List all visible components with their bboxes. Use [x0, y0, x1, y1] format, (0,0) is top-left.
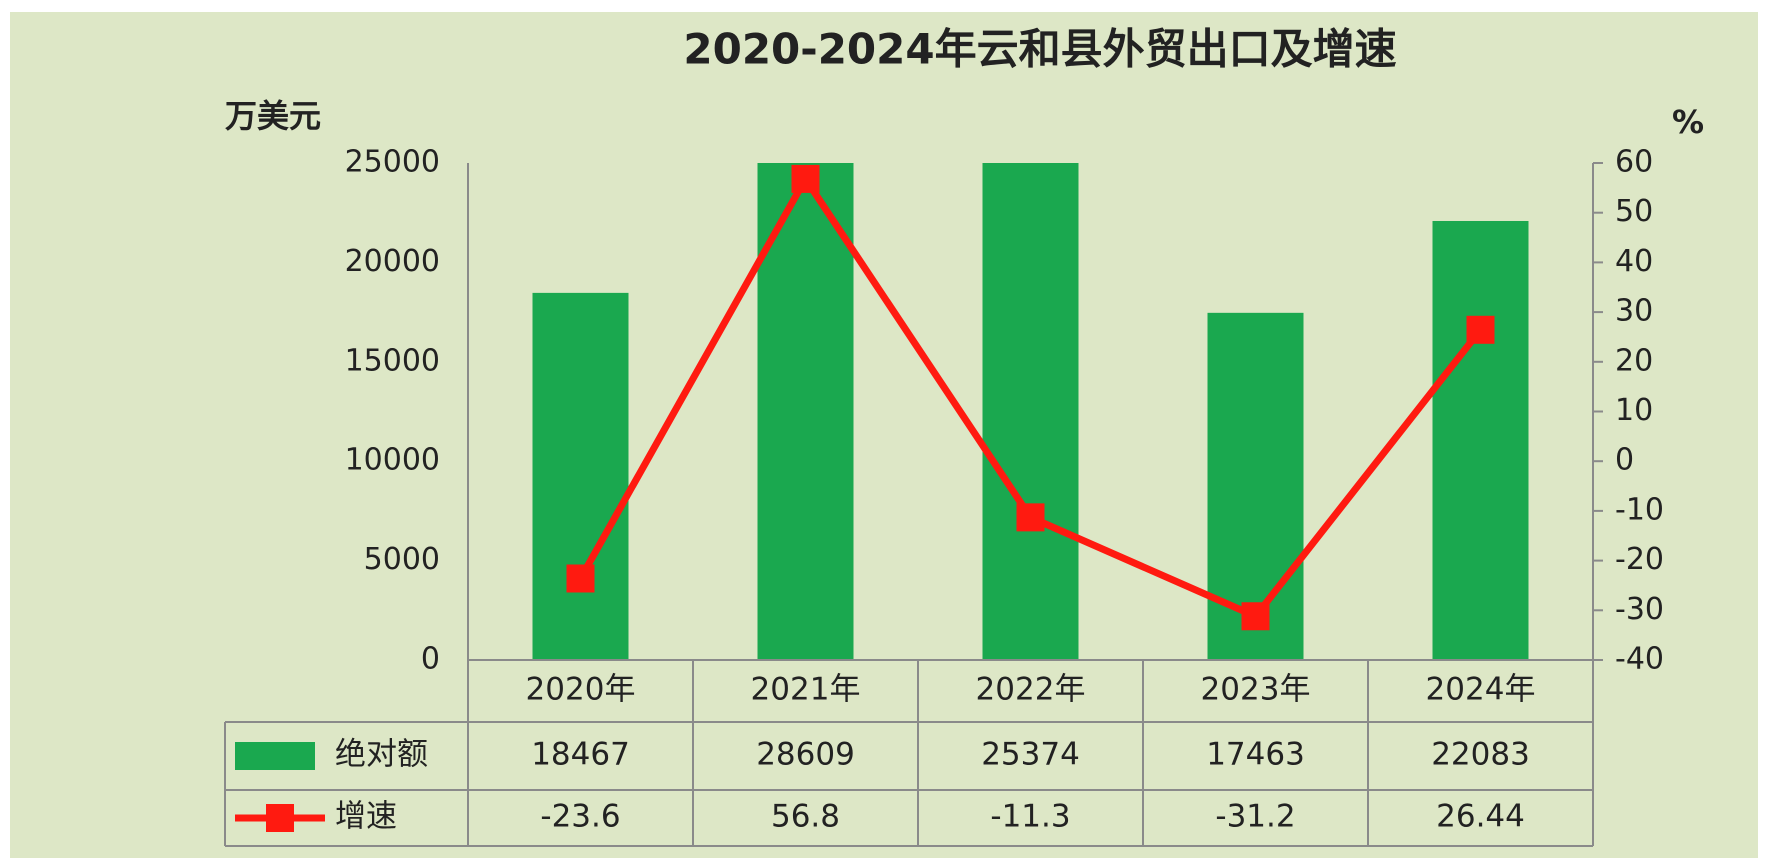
- legend-swatch: [235, 742, 315, 770]
- y-axis-label: 万美元: [225, 97, 321, 135]
- y-tick-label: 20000: [345, 244, 440, 279]
- y2-axis-label: %: [1672, 103, 1704, 141]
- bar: [757, 163, 854, 660]
- table-value: -23.6: [540, 799, 620, 835]
- y2-tick-label: 0: [1615, 443, 1634, 478]
- bar: [982, 163, 1079, 660]
- bar: [532, 292, 629, 660]
- x-tick-label: 2024年: [1426, 672, 1536, 708]
- legend-label: 绝对额: [335, 737, 428, 773]
- y2-tick-label: -30: [1615, 592, 1664, 627]
- table-value: -11.3: [990, 799, 1070, 835]
- legend-label: 增速: [335, 799, 397, 835]
- line-marker: [791, 164, 820, 193]
- y-tick-label: 0: [421, 642, 440, 677]
- x-tick-label: 2022年: [976, 672, 1086, 708]
- line-marker: [1241, 602, 1270, 631]
- line-marker: [566, 564, 595, 593]
- table-value: 22083: [1431, 737, 1530, 773]
- table-value: -31.2: [1215, 799, 1295, 835]
- table-value: 28609: [756, 737, 855, 773]
- line-marker: [1466, 315, 1495, 344]
- line-marker: [1016, 503, 1045, 532]
- table-value: 25374: [981, 737, 1080, 773]
- y2-tick-label: 40: [1615, 244, 1653, 279]
- bar: [1432, 220, 1529, 660]
- y-tick-label: 10000: [345, 443, 440, 478]
- table-value: 17463: [1206, 737, 1305, 773]
- y2-tick-label: -20: [1615, 542, 1664, 577]
- table-value: 56.8: [771, 799, 840, 835]
- x-tick-label: 2020年: [526, 672, 636, 708]
- y2-tick-label: 20: [1615, 343, 1653, 378]
- y-tick-label: 25000: [345, 145, 440, 180]
- y2-tick-label: -10: [1615, 492, 1664, 527]
- x-tick-label: 2023年: [1201, 672, 1311, 708]
- y-tick-label: 15000: [345, 343, 440, 378]
- table-value: 26.44: [1436, 799, 1525, 835]
- legend-swatch: [266, 804, 294, 832]
- table-value: 18467: [531, 737, 630, 773]
- y2-tick-label: -40: [1615, 642, 1664, 677]
- y2-tick-label: 50: [1615, 194, 1653, 229]
- x-tick-label: 2021年: [751, 672, 861, 708]
- chart-title: 2020-2024年云和县外贸出口及增速: [683, 25, 1396, 74]
- y2-tick-label: 10: [1615, 393, 1653, 428]
- y2-tick-label: 30: [1615, 294, 1653, 329]
- y2-tick-label: 60: [1615, 145, 1653, 180]
- y-tick-label: 5000: [364, 542, 440, 577]
